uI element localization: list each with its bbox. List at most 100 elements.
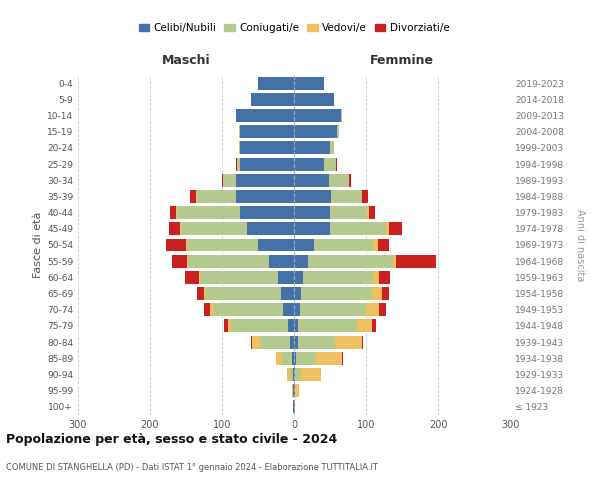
Bar (294, 190, 331, 203)
Bar (187, 238, 258, 252)
Bar (294, 174, 329, 186)
Bar (239, 142, 240, 154)
Bar (316, 352, 342, 365)
Bar (294, 254, 308, 268)
Bar (330, 142, 334, 154)
Bar (294, 238, 314, 252)
Bar (293, 400, 294, 413)
Bar (278, 271, 294, 284)
Bar (294, 109, 341, 122)
Bar (294, 352, 296, 365)
Bar (166, 238, 186, 252)
Bar (294, 125, 337, 138)
Bar (349, 174, 351, 186)
Bar (342, 352, 343, 365)
Bar (170, 206, 176, 219)
Bar (293, 368, 294, 381)
Bar (204, 304, 210, 316)
Bar (197, 287, 204, 300)
Text: Popolazione per età, sesso e stato civile - 2024: Popolazione per età, sesso e stato civil… (6, 432, 337, 446)
Bar (205, 287, 281, 300)
Bar (223, 174, 236, 186)
Bar (204, 287, 205, 300)
Bar (294, 222, 330, 235)
Bar (314, 238, 373, 252)
Bar (172, 254, 187, 268)
Bar (247, 222, 294, 235)
Bar (180, 222, 181, 235)
Bar (294, 76, 324, 90)
Bar (294, 400, 295, 413)
Bar (294, 271, 302, 284)
Bar (298, 320, 356, 332)
Bar (296, 352, 316, 365)
Bar (196, 190, 197, 203)
Bar (228, 320, 230, 332)
Bar (294, 287, 301, 300)
Bar (276, 352, 282, 365)
Bar (282, 352, 292, 365)
Bar (185, 271, 199, 284)
Bar (394, 254, 396, 268)
Bar (382, 287, 389, 300)
Bar (290, 336, 294, 348)
Bar (337, 125, 340, 138)
Bar (239, 125, 240, 138)
Bar (176, 206, 240, 219)
Legend: Celibi/Nubili, Coniugati/e, Vedovi/e, Divorziati/e: Celibi/Nubili, Coniugati/e, Vedovi/e, Di… (134, 19, 454, 38)
Bar (292, 352, 294, 365)
Text: Femmine: Femmine (370, 54, 434, 68)
Bar (258, 238, 294, 252)
Bar (372, 287, 382, 300)
Bar (301, 287, 372, 300)
Bar (300, 304, 366, 316)
Bar (293, 384, 294, 397)
Bar (281, 287, 294, 300)
Bar (197, 190, 236, 203)
Bar (302, 271, 373, 284)
Bar (240, 158, 294, 170)
Bar (288, 320, 294, 332)
Bar (210, 304, 212, 316)
Bar (377, 238, 389, 252)
Bar (290, 368, 293, 381)
Bar (294, 158, 324, 170)
Bar (373, 238, 377, 252)
Bar (362, 336, 363, 348)
Bar (295, 368, 301, 381)
Bar (258, 76, 294, 90)
Bar (230, 320, 288, 332)
Bar (283, 304, 294, 316)
Text: Maschi: Maschi (161, 54, 211, 68)
Bar (269, 254, 294, 268)
Bar (240, 125, 294, 138)
Bar (295, 384, 299, 397)
Bar (324, 158, 336, 170)
Bar (366, 304, 379, 316)
Bar (240, 142, 294, 154)
Bar (212, 304, 283, 316)
Bar (200, 271, 278, 284)
Bar (294, 336, 298, 348)
Bar (330, 206, 367, 219)
Bar (224, 320, 228, 332)
Bar (190, 190, 196, 203)
Bar (251, 336, 260, 348)
Y-axis label: Fasce di età: Fasce di età (33, 212, 43, 278)
Bar (294, 320, 298, 332)
Bar (236, 190, 294, 203)
Bar (341, 109, 342, 122)
Bar (373, 320, 376, 332)
Bar (240, 206, 294, 219)
Bar (294, 384, 295, 397)
Bar (294, 142, 330, 154)
Bar (222, 174, 223, 186)
Bar (251, 93, 294, 106)
Bar (362, 190, 368, 203)
Bar (331, 190, 362, 203)
Bar (181, 222, 247, 235)
Bar (294, 304, 300, 316)
Bar (236, 158, 237, 170)
Bar (308, 254, 394, 268)
Bar (367, 206, 369, 219)
